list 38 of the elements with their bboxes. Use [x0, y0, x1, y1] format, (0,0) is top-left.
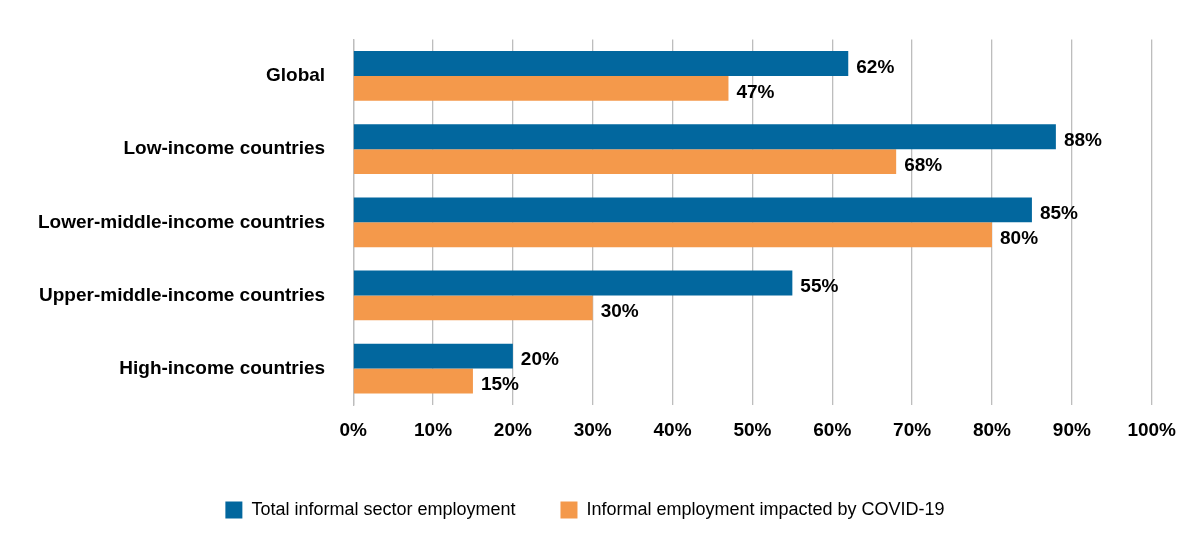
data-label: 68%: [904, 153, 943, 175]
x-tick-label: 80%: [972, 418, 1012, 440]
x-tick-label: 100%: [1127, 418, 1177, 440]
x-tick-label: 90%: [1052, 418, 1091, 440]
bar: [353, 343, 513, 369]
x-tick-label: 0%: [339, 418, 367, 440]
bar: [353, 295, 593, 321]
data-label: 55%: [800, 275, 839, 297]
x-tick-label: 60%: [813, 418, 852, 440]
bar: [353, 270, 793, 296]
x-tick-label: 10%: [413, 418, 453, 440]
bar: [353, 368, 473, 394]
bar: [353, 222, 992, 248]
bar: [353, 124, 1056, 150]
bar: [353, 51, 849, 76]
data-label: 20%: [520, 348, 559, 370]
bar: [353, 75, 729, 101]
data-label: 85%: [1039, 202, 1079, 224]
bar: [353, 149, 897, 175]
bar: [353, 197, 1032, 223]
legend-label: Informal employment impacted by COVID-19: [586, 498, 945, 519]
data-label: 88%: [1063, 128, 1103, 150]
x-tick-label: 50%: [733, 418, 772, 440]
x-tick-label: 40%: [653, 418, 692, 440]
y-tick-label: Lower-middle-income countries: [38, 210, 326, 232]
y-tick-label: High-income countries: [119, 356, 326, 378]
data-label: 47%: [736, 80, 775, 102]
data-label: 80%: [999, 226, 1039, 248]
data-label: 62%: [856, 55, 895, 77]
y-tick-label: Upper-middle-income countries: [39, 283, 326, 305]
legend-label: Total informal sector employment: [251, 498, 516, 519]
x-tick-label: 30%: [573, 418, 612, 440]
y-tick-label: Global: [266, 64, 326, 86]
data-label: 30%: [600, 300, 639, 322]
x-tick-label: 70%: [893, 418, 932, 440]
x-tick-label: 20%: [493, 418, 532, 440]
data-label: 15%: [480, 373, 520, 395]
y-tick-label: Low-income countries: [123, 137, 326, 159]
